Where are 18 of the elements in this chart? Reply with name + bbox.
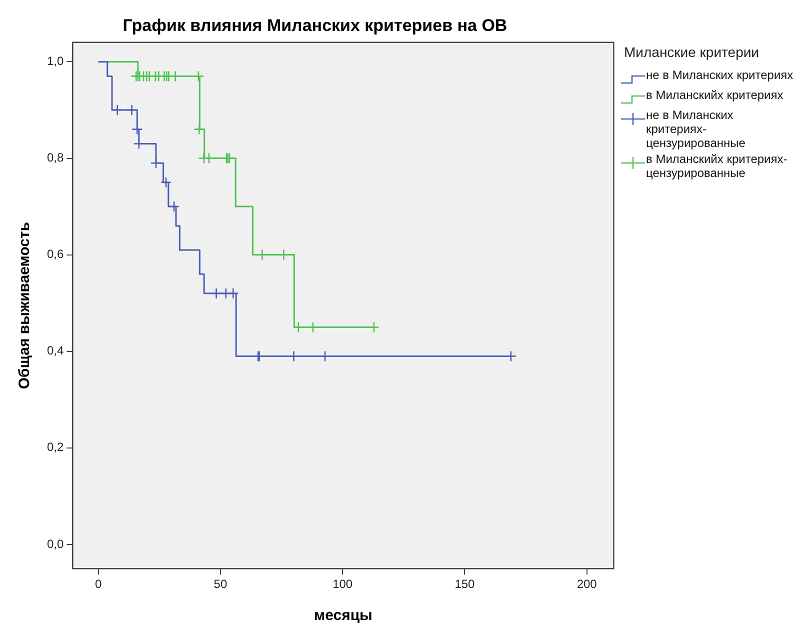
y-tick-label: 0,4 <box>46 344 64 358</box>
y-axis-title: Общая выживаемость <box>16 222 34 390</box>
x-axis-title: месяцы <box>314 607 372 624</box>
legend-title: Миланские критерии <box>624 44 760 60</box>
y-tick-label: 0,0 <box>46 536 64 551</box>
x-tick-label: 100 <box>332 577 353 592</box>
y-tick-label: 0,2 <box>46 440 64 454</box>
legend-label: в Миланскийх критериях <box>646 88 784 102</box>
legend-label: в Миланскийх критериях-цензурированные <box>646 152 788 180</box>
x-tick-label: 200 <box>576 577 598 592</box>
y-tick-label: 0,8 <box>46 150 64 165</box>
x-tick-label: 150 <box>454 577 476 592</box>
x-tick-label: 0 <box>94 577 102 592</box>
chart-title: График влияния Миланских критериев на ОВ <box>122 16 508 35</box>
legend-label: не в Миланских критериях <box>646 68 794 82</box>
y-tick-label: 1,0 <box>46 54 64 68</box>
x-tick-label: 50 <box>214 577 228 592</box>
y-tick-label: 0,6 <box>46 247 64 262</box>
